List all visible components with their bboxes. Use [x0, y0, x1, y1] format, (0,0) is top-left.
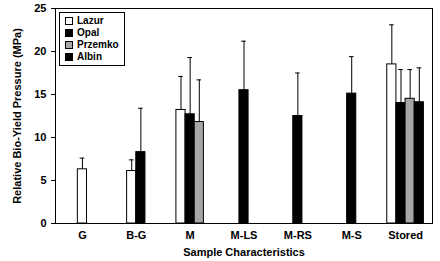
html-text:Przemko: Przemko: [77, 39, 119, 50]
svg-text:B-G: B-G: [126, 229, 146, 241]
svg-text:M-S: M-S: [342, 229, 362, 241]
svg-text:Stored: Stored: [388, 229, 423, 241]
html-text:Albin: Albin: [77, 51, 102, 62]
svg-text:5: 5: [40, 174, 46, 186]
svg-text:15: 15: [34, 88, 46, 100]
html-text:Lazur: Lazur: [77, 15, 104, 26]
html-text:Opal: Opal: [77, 27, 100, 38]
svg-text:10: 10: [34, 131, 46, 143]
svg-text:25: 25: [34, 2, 46, 14]
svg-text:M-RS: M-RS: [284, 229, 312, 241]
svg-text:Sample Characteristics: Sample Characteristics: [183, 246, 305, 258]
svg-text:20: 20: [34, 45, 46, 57]
svg-text:M: M: [186, 229, 195, 241]
svg-text:Relative Bio-Yield Pressure (M: Relative Bio-Yield Pressure (MPa): [11, 28, 23, 204]
svg-text:M-LS: M-LS: [231, 229, 258, 241]
svg-text:0: 0: [40, 217, 46, 229]
svg-text:G: G: [78, 229, 87, 241]
